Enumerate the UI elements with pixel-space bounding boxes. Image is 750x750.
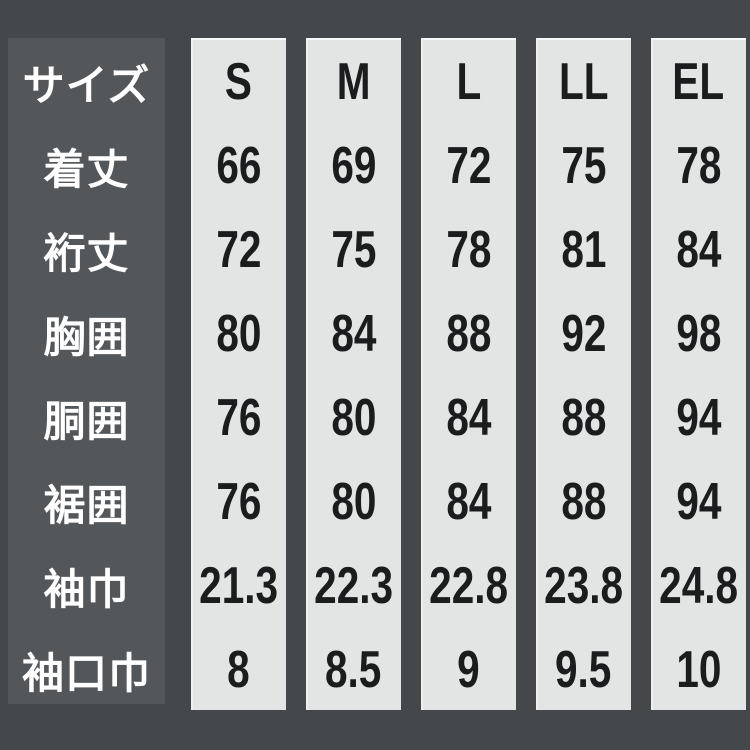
cell: 98 <box>675 305 722 363</box>
cell: 24.8 <box>659 557 738 615</box>
row-label: 裾囲 <box>43 481 130 529</box>
table-row: 着丈 66 69 72 75 78 <box>0 124 750 208</box>
cell: 76 <box>215 473 262 531</box>
cell: 88 <box>445 305 492 363</box>
row-label: 胸囲 <box>43 313 130 361</box>
table-row: 裄丈 72 75 78 81 84 <box>0 208 750 292</box>
cell: 80 <box>330 389 377 447</box>
cell: 72 <box>445 137 492 195</box>
size-column-bg-l <box>421 38 516 710</box>
size-column-bg-s <box>191 38 286 710</box>
table-row: 胸囲 80 84 88 92 98 <box>0 292 750 376</box>
table-row: 袖巾 21.3 22.3 22.8 23.8 24.8 <box>0 544 750 628</box>
cell: 84 <box>330 305 377 363</box>
size-header-s: S <box>224 53 253 111</box>
cell: 78 <box>675 137 722 195</box>
cell: 81 <box>560 221 607 279</box>
cell: 84 <box>445 389 492 447</box>
cell: 22.8 <box>429 557 508 615</box>
cell: 10 <box>675 641 722 699</box>
cell: 21.3 <box>199 557 278 615</box>
cell: 66 <box>215 137 262 195</box>
table-row: 裾囲 76 80 84 88 94 <box>0 460 750 544</box>
cell: 78 <box>445 221 492 279</box>
cell: 8.5 <box>325 641 382 699</box>
cell: 80 <box>330 473 377 531</box>
table-row: 胴囲 76 80 84 88 94 <box>0 376 750 460</box>
cell: 92 <box>560 305 607 363</box>
table-header-row: サイズ S M L LL EL <box>0 40 750 124</box>
cell: 75 <box>560 137 607 195</box>
cell: 23.8 <box>544 557 623 615</box>
cell: 94 <box>675 473 722 531</box>
size-header-ll: LL <box>558 53 609 111</box>
row-label: 着丈 <box>43 145 130 193</box>
size-header-l: L <box>456 53 481 111</box>
row-label-size: サイズ <box>22 61 151 109</box>
cell: 76 <box>215 389 262 447</box>
cell: 8 <box>227 641 250 699</box>
row-label: 胴囲 <box>43 397 130 445</box>
row-label: 袖巾 <box>43 565 130 613</box>
cell: 9.5 <box>555 641 612 699</box>
size-column-bg-el <box>651 38 746 710</box>
cell: 94 <box>675 389 722 447</box>
cell: 88 <box>560 473 607 531</box>
cell: 72 <box>215 221 262 279</box>
cell: 84 <box>445 473 492 531</box>
cell: 84 <box>675 221 722 279</box>
cell: 9 <box>457 641 480 699</box>
row-label: 袖口巾 <box>21 649 151 697</box>
size-column-bg-ll <box>536 38 631 710</box>
row-label: 裄丈 <box>43 229 130 277</box>
cell: 75 <box>330 221 377 279</box>
cell: 80 <box>215 305 262 363</box>
size-column-bg-m <box>306 38 401 710</box>
cell: 69 <box>330 137 377 195</box>
cell: 88 <box>560 389 607 447</box>
row-label-panel <box>8 38 165 704</box>
table-row: 袖口巾 8 8.5 9 9.5 10 <box>0 628 750 712</box>
size-header-el: EL <box>672 53 725 111</box>
cell: 22.3 <box>314 557 393 615</box>
size-header-m: M <box>336 53 371 111</box>
